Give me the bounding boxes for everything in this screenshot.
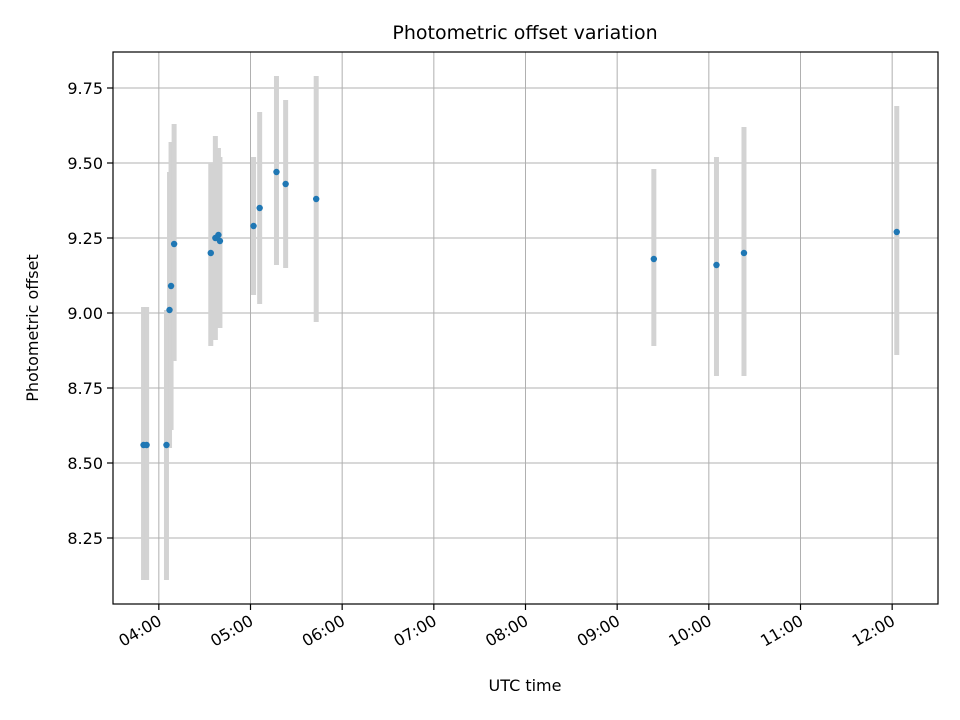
data-point-18 xyxy=(893,228,900,236)
y-axis-label: Photometric offset xyxy=(23,254,42,402)
data-point-2 xyxy=(163,441,170,449)
data-points xyxy=(140,168,900,449)
data-point-8 xyxy=(215,231,222,239)
data-point-11 xyxy=(256,204,263,212)
data-point-16 xyxy=(713,261,720,269)
y-tick-label-1: 8.50 xyxy=(67,454,103,473)
data-point-15 xyxy=(650,255,658,263)
data-point-6 xyxy=(207,249,214,257)
y-tick-label-0: 8.25 xyxy=(67,529,103,548)
x-axis-label: UTC time xyxy=(489,676,562,695)
chart-title: Photometric offset variation xyxy=(392,22,657,44)
y-tick-label-4: 9.25 xyxy=(67,229,103,248)
data-point-12 xyxy=(273,168,280,176)
data-point-4 xyxy=(167,282,175,290)
data-point-9 xyxy=(216,237,224,245)
y-axis: 8.25 8.50 8.75 9.00 9.25 9.50 9.75 xyxy=(67,79,113,548)
data-point-14 xyxy=(312,195,320,203)
grid xyxy=(113,52,938,604)
y-tick-label-2: 8.75 xyxy=(67,379,103,398)
data-point-17 xyxy=(740,249,748,257)
data-point-5 xyxy=(170,240,178,248)
data-point-10 xyxy=(250,222,257,230)
y-tick-label-6: 9.75 xyxy=(67,79,103,98)
data-point-1 xyxy=(143,441,150,449)
y-tick-label-3: 9.00 xyxy=(67,304,103,323)
y-tick-label-5: 9.50 xyxy=(67,154,103,173)
data-point-3 xyxy=(166,306,173,314)
data-point-13 xyxy=(282,180,289,188)
